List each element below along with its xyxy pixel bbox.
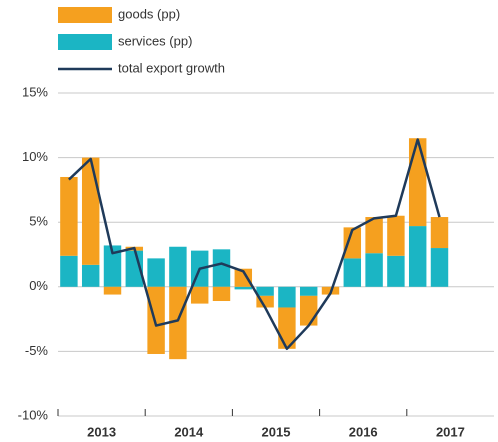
bar bbox=[256, 286, 274, 296]
bar bbox=[103, 245, 122, 287]
legend-label: total export growth bbox=[118, 60, 225, 75]
bar bbox=[169, 286, 187, 360]
bar bbox=[81, 157, 100, 265]
bar bbox=[387, 255, 405, 287]
bar bbox=[234, 268, 253, 287]
legend-swatch bbox=[58, 34, 112, 50]
bar bbox=[299, 286, 318, 296]
bar bbox=[430, 217, 449, 249]
bar bbox=[169, 246, 187, 287]
bar bbox=[190, 286, 209, 304]
bar bbox=[147, 286, 165, 354]
x-group-label: 2017 bbox=[436, 424, 465, 439]
bar bbox=[430, 248, 449, 287]
bar bbox=[299, 295, 318, 326]
legend-label: goods (pp) bbox=[118, 6, 180, 21]
y-tick-label: 0% bbox=[29, 278, 48, 293]
bar bbox=[212, 286, 231, 302]
bar bbox=[60, 255, 78, 287]
y-tick-label: 15% bbox=[22, 84, 48, 99]
bar bbox=[365, 217, 383, 254]
bar bbox=[103, 286, 122, 295]
y-tick-label: -10% bbox=[18, 407, 49, 422]
line bbox=[68, 138, 441, 351]
bar bbox=[408, 138, 427, 227]
bar bbox=[278, 286, 296, 308]
y-tick-label: -5% bbox=[25, 343, 49, 358]
bar bbox=[81, 264, 100, 287]
x-group-label: 2016 bbox=[349, 424, 378, 439]
bar bbox=[256, 295, 274, 308]
bar bbox=[343, 227, 362, 259]
bar bbox=[387, 215, 405, 256]
x-group-label: 2014 bbox=[174, 424, 204, 439]
bar bbox=[212, 249, 231, 287]
legend-swatch bbox=[58, 7, 112, 23]
y-tick-label: 5% bbox=[29, 214, 48, 229]
bar bbox=[147, 258, 165, 287]
bar bbox=[60, 176, 78, 256]
bar bbox=[365, 253, 383, 287]
bar bbox=[343, 258, 362, 287]
y-tick-label: 10% bbox=[22, 149, 48, 164]
bar bbox=[234, 286, 253, 290]
legend-label: services (pp) bbox=[118, 33, 192, 48]
x-group-label: 2015 bbox=[262, 424, 291, 439]
bar bbox=[408, 226, 427, 287]
x-group-label: 2013 bbox=[87, 424, 116, 439]
